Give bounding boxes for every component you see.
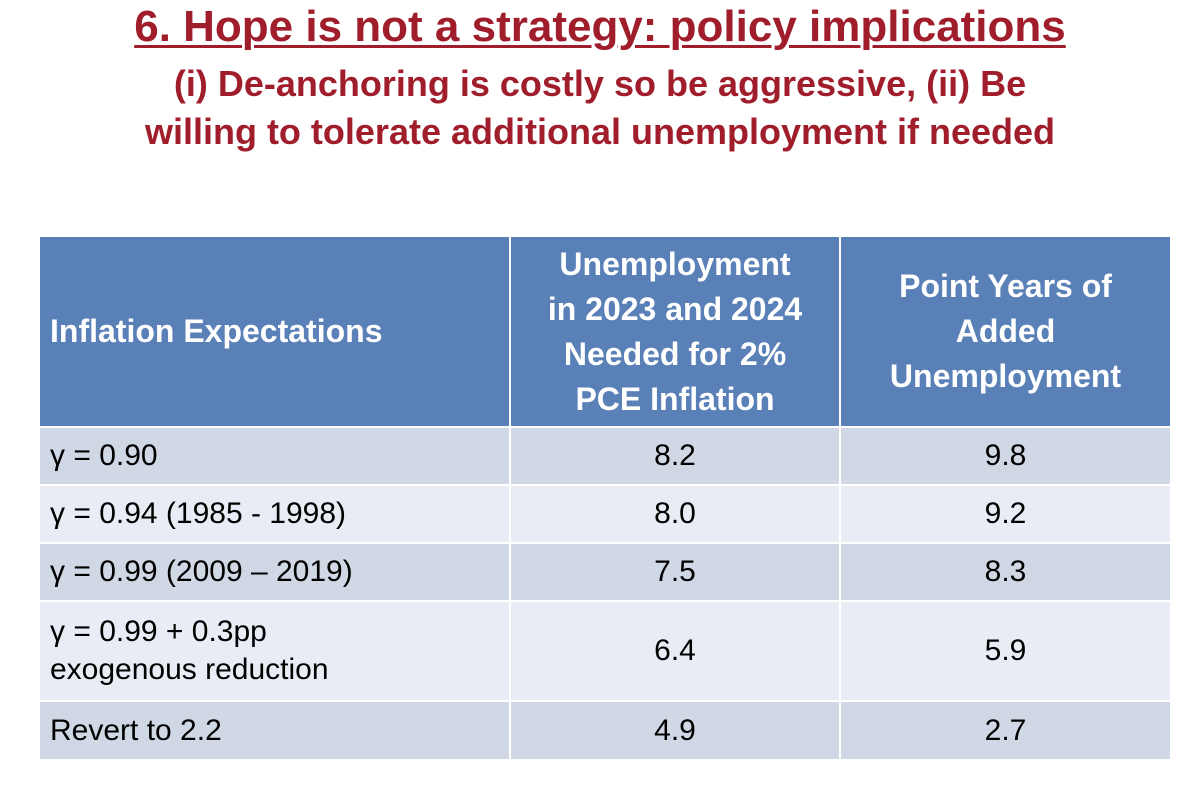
expectation-text: γ = 0.90 [50,439,158,472]
point-years-cell: 9.2 [840,484,1170,543]
unemployment-cell: 4.9 [510,700,841,759]
header-unemployment-needed-line: Needed for 2% [563,335,787,372]
table-row: γ = 0.99 + 0.3pp exogenous reduction 6.4… [40,600,1170,701]
header-unemployment-needed-line: in 2023 and 2024 [547,290,803,327]
expectation-cell: γ = 0.94 (1985 - 1998) [40,484,511,543]
table-row: γ = 0.99 (2009 – 2019) 7.5 8.3 [40,542,1170,601]
expectation-text: γ = 0.99 + 0.3pp [50,615,267,648]
unemployment-cell: 7.5 [510,542,841,601]
point-years-cell: 2.7 [840,700,1170,759]
expectation-cell: γ = 0.99 + 0.3pp exogenous reduction [40,600,511,701]
unemployment-cell: 8.2 [510,426,841,485]
header-point-years-line: Added [955,313,1056,349]
header-point-years-line: Point Years of [899,268,1112,304]
expectation-cell: Revert to 2.2 [40,700,511,759]
subtitle-line-1: (i) De-anchoring is costly so be aggress… [173,63,1027,104]
expectation-cell: γ = 0.99 (2009 – 2019) [40,542,511,601]
subtitle-line-2: willing to tolerate additional unemploym… [144,111,1056,152]
unemployment-cell: 8.0 [510,484,841,543]
table-row: Revert to 2.2 4.9 2.7 [40,700,1170,759]
header-point-years: Point Years of Added Unemployment [840,237,1170,427]
slide-subtitle: (i) De-anchoring is costly so be aggress… [0,60,1200,156]
table-header-row: Inflation Expectations Unemployment in 2… [40,237,1170,427]
expectation-text: Revert to 2.2 [50,713,222,747]
unemployment-cell: 6.4 [510,600,841,701]
expectation-cell: γ = 0.90 [40,426,511,485]
point-years-cell: 8.3 [840,542,1170,601]
header-inflation-expectations-label: Inflation Expectations [50,313,383,349]
point-years-cell: 9.8 [840,426,1170,485]
table-row: γ = 0.94 (1985 - 1998) 8.0 9.2 [40,484,1170,543]
header-point-years-line: Unemployment [889,358,1122,394]
expectation-text: γ = 0.94 (1985 - 1998) [50,497,347,530]
header-inflation-expectations: Inflation Expectations [40,237,511,427]
expectation-text: exogenous reduction [50,653,329,686]
policy-implications-table: Inflation Expectations Unemployment in 2… [40,237,1170,759]
expectation-text: γ = 0.99 (2009 – 2019) [50,555,353,588]
header-unemployment-needed: Unemployment in 2023 and 2024 Needed for… [510,237,841,427]
header-unemployment-needed-line: PCE Inflation [575,380,775,417]
table-row: γ = 0.90 8.2 9.8 [40,426,1170,485]
point-years-cell: 5.9 [840,600,1170,701]
slide-title: 6. Hope is not a strategy: policy implic… [134,2,1066,51]
header-unemployment-needed-line: Unemployment [559,245,791,282]
